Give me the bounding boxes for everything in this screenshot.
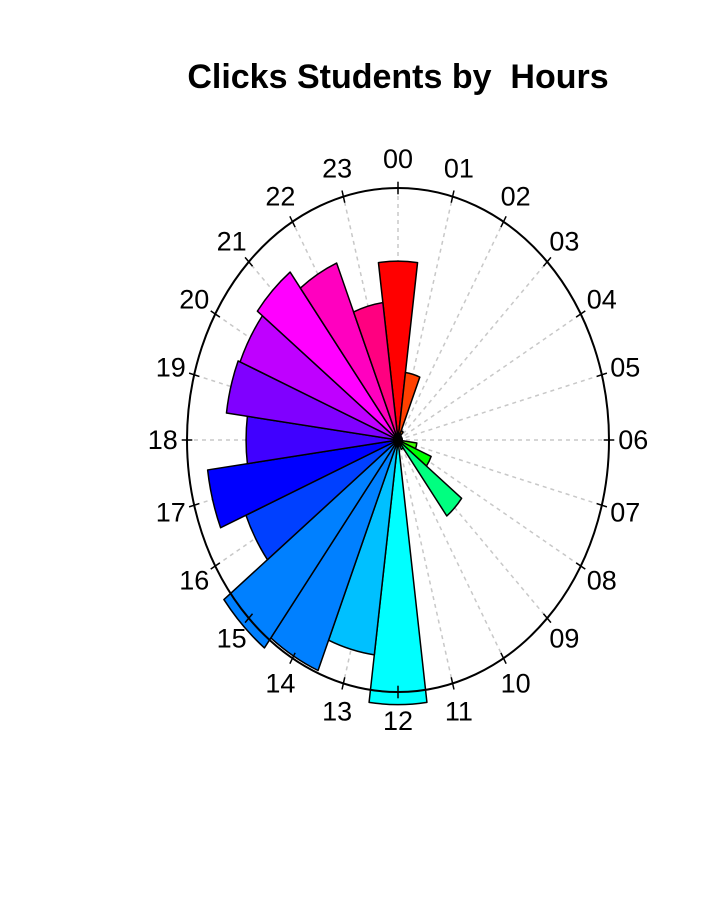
- bar-12: [368, 439, 428, 706]
- spoke-11: [397, 439, 454, 684]
- spoke-05: [397, 374, 603, 441]
- tick-04: [575, 310, 586, 318]
- tick-16: [210, 562, 221, 570]
- hour-label-23: 23: [322, 154, 352, 184]
- hour-label-17: 17: [156, 498, 186, 528]
- hour-label-21: 21: [217, 226, 247, 256]
- hour-label-10: 10: [501, 668, 531, 698]
- bar-22: [299, 262, 399, 441]
- tick-03: [542, 256, 552, 267]
- tick-02: [500, 215, 507, 228]
- bar-15: [223, 439, 399, 649]
- tick-marks: [181, 181, 615, 699]
- hour-label-04: 04: [587, 285, 617, 315]
- tick-10: [500, 652, 507, 665]
- spoke-09: [397, 439, 548, 619]
- tick-09: [542, 613, 552, 624]
- hour-labels: 00 01 02 03 04 05 06 07 08 09 10 11 12 13 14 15 16 17 18 19…: [148, 144, 649, 736]
- bar-19: [225, 360, 399, 441]
- hour-label-03: 03: [549, 226, 579, 256]
- hour-label-22: 22: [265, 182, 295, 212]
- hour-label-12: 12: [383, 706, 413, 736]
- bar-17: [206, 439, 399, 529]
- hour-label-06: 06: [618, 425, 648, 455]
- hour-label-05: 05: [610, 352, 640, 382]
- tick-17: [188, 502, 200, 508]
- hour-label-13: 13: [322, 696, 352, 726]
- tick-07: [596, 502, 608, 508]
- spoke-02: [397, 221, 505, 441]
- spoke-16: [214, 439, 399, 567]
- tick-05: [596, 372, 608, 378]
- tick-22: [289, 215, 296, 228]
- bar-21: [256, 271, 399, 441]
- hour-label-11: 11: [445, 696, 473, 726]
- chart-title: Clicks Students by Hours: [187, 58, 609, 96]
- spoke-20: [214, 313, 399, 441]
- hour-label-02: 02: [501, 182, 531, 212]
- spoke-04: [397, 313, 582, 441]
- spoke-03: [397, 261, 548, 441]
- tick-01: [450, 190, 455, 203]
- tick-14: [289, 652, 296, 665]
- hour-label-18: 18: [148, 425, 178, 455]
- bar-01: [397, 371, 421, 441]
- hour-label-20: 20: [179, 285, 209, 315]
- tick-08: [575, 562, 586, 570]
- hour-label-15: 15: [217, 624, 247, 654]
- hour-label-01: 01: [444, 154, 474, 184]
- hour-label-14: 14: [265, 668, 295, 698]
- hour-label-07: 07: [610, 498, 640, 528]
- tick-21: [244, 256, 254, 267]
- spoke-10: [397, 439, 505, 659]
- tick-13: [341, 677, 346, 690]
- tick-15: [244, 613, 254, 624]
- hour-label-19: 19: [156, 352, 186, 382]
- bar-00: [377, 260, 419, 441]
- center-marker: [393, 435, 403, 445]
- tick-11: [450, 677, 455, 690]
- spoke-08: [397, 439, 582, 567]
- bars: [206, 260, 463, 706]
- tick-23: [341, 190, 346, 203]
- bar-09: [397, 439, 463, 517]
- tick-20: [210, 310, 221, 318]
- hour-label-16: 16: [179, 565, 209, 595]
- bar-23: [352, 301, 399, 441]
- tick-19: [188, 372, 200, 378]
- hour-label-00: 00: [383, 144, 413, 174]
- spoke-07: [397, 439, 603, 506]
- hour-label-09: 09: [549, 624, 579, 654]
- hour-label-08: 08: [587, 565, 617, 595]
